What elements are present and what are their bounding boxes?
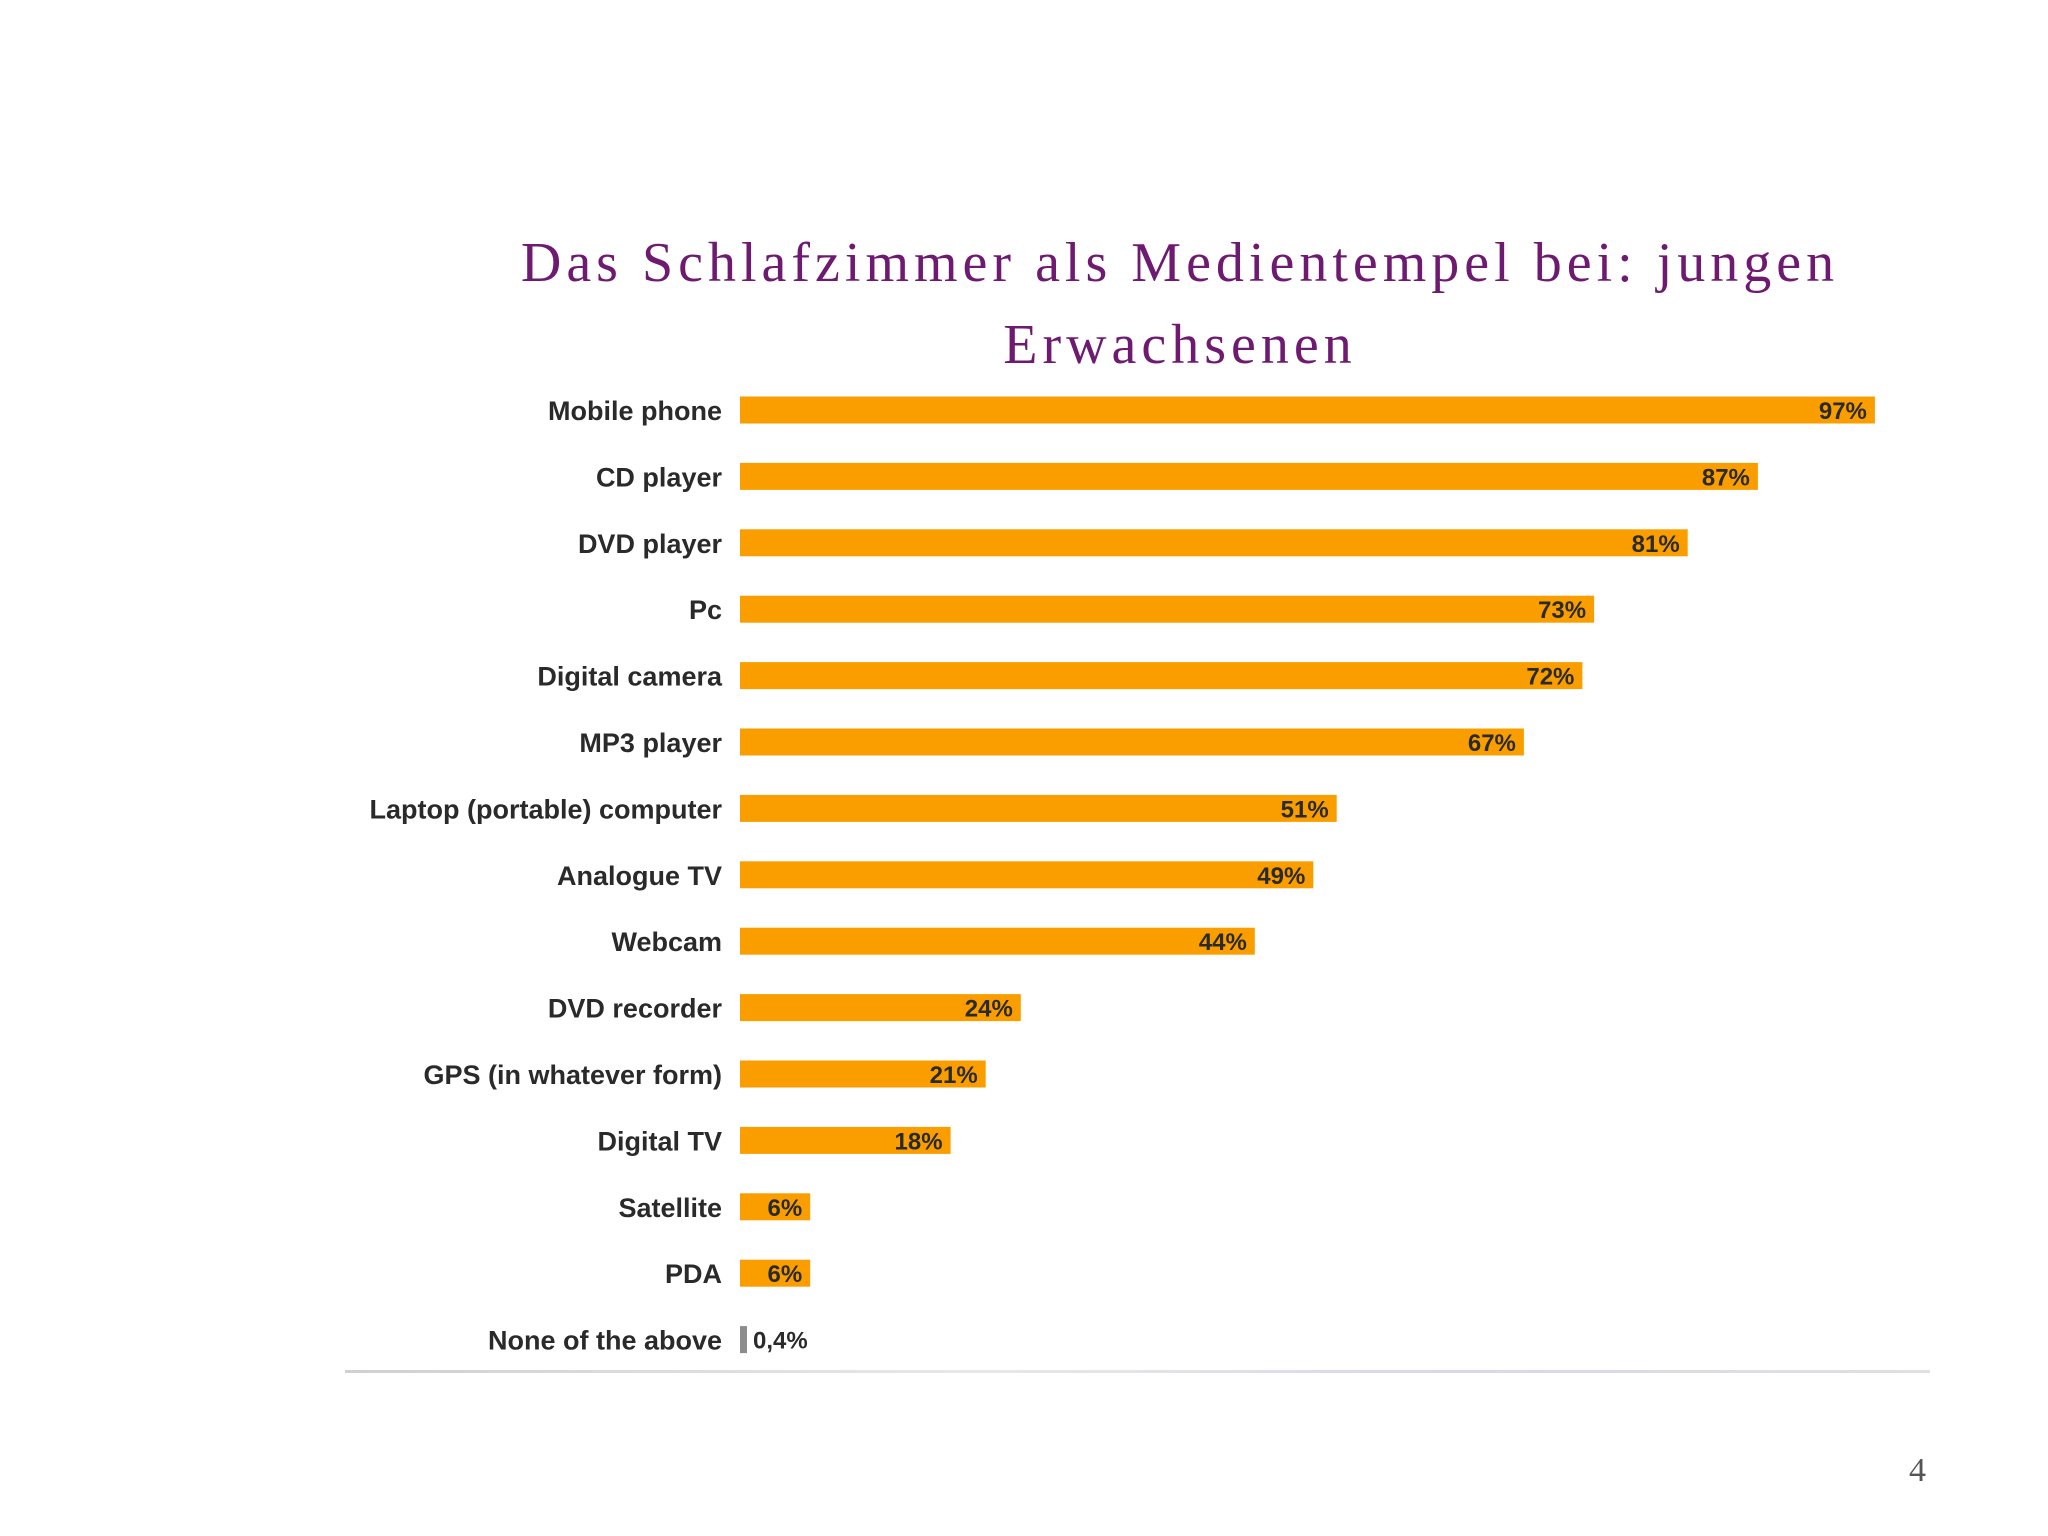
bar-satellite xyxy=(740,1193,811,1221)
category-label-mobile-phone: Mobile phone xyxy=(548,396,722,426)
bar-gps-in-whatever-form xyxy=(740,1060,986,1088)
category-label-cd-player: CD player xyxy=(596,462,723,492)
bar-webcam xyxy=(740,927,1255,955)
category-label-none-of-the-above: None of the above xyxy=(488,1326,722,1356)
category-label-digital-camera: Digital camera xyxy=(537,662,723,692)
bar-pc xyxy=(740,595,1595,623)
bar-digital-tv xyxy=(740,1126,951,1154)
category-label-digital-tv: Digital TV xyxy=(597,1126,722,1156)
value-label-dvd-player: 81% xyxy=(1632,531,1680,558)
bar-pda xyxy=(740,1259,811,1287)
category-label-mp3-player: MP3 player xyxy=(579,728,722,758)
value-label-gps-in-whatever-form: 21% xyxy=(930,1062,978,1089)
bar-mp3-player xyxy=(740,728,1524,756)
bar-dvd-recorder xyxy=(740,994,1021,1022)
bar-dvd-player xyxy=(740,529,1688,557)
value-label-mp3-player: 67% xyxy=(1468,730,1516,757)
category-label-analogue-tv: Analogue TV xyxy=(557,861,722,891)
value-label-analogue-tv: 49% xyxy=(1257,863,1305,890)
bar-digital-camera xyxy=(740,662,1583,690)
bar-mobile-phone xyxy=(740,396,1875,424)
value-label-mobile-phone: 97% xyxy=(1819,398,1867,425)
page-number: 4 xyxy=(1909,1452,1926,1489)
category-label-dvd-player: DVD player xyxy=(578,529,723,559)
value-label-laptop-portable-computer: 51% xyxy=(1281,796,1329,823)
value-label-pc: 73% xyxy=(1538,597,1586,624)
category-label-webcam: Webcam xyxy=(611,927,722,957)
value-label-none-of-the-above: 0,4% xyxy=(753,1328,808,1355)
value-label-dvd-recorder: 24% xyxy=(965,996,1013,1023)
value-label-digital-camera: 72% xyxy=(1526,664,1574,691)
category-label-laptop-portable-computer: Laptop (portable) computer xyxy=(370,794,723,824)
bar-analogue-tv xyxy=(740,861,1314,889)
category-label-gps-in-whatever-form: GPS (in whatever form) xyxy=(423,1060,722,1090)
category-label-dvd-recorder: DVD recorder xyxy=(548,994,723,1024)
value-label-pda: 6% xyxy=(768,1261,803,1288)
value-label-digital-tv: 18% xyxy=(895,1128,943,1155)
category-label-pc: Pc xyxy=(689,595,722,625)
category-label-pda: PDA xyxy=(665,1259,722,1289)
value-label-satellite: 6% xyxy=(768,1195,803,1222)
bar-chart: Mobile phone 97% CD player 87% DVD player 81%… xyxy=(340,375,1940,1375)
bar-laptop-portable-computer xyxy=(740,794,1337,822)
value-label-webcam: 44% xyxy=(1199,929,1247,956)
category-label-satellite: Satellite xyxy=(618,1193,722,1223)
chart-baseline xyxy=(345,1370,1930,1373)
bar-chart-svg: Mobile phone 97% CD player 87% DVD player 81%… xyxy=(370,396,1875,1356)
value-label-cd-player: 87% xyxy=(1702,464,1750,491)
bar-none-of-the-above xyxy=(740,1326,747,1354)
slide-title: Das Schlafzimmer als Medientempel bei: j… xyxy=(520,232,1840,376)
bar-cd-player xyxy=(740,462,1758,490)
